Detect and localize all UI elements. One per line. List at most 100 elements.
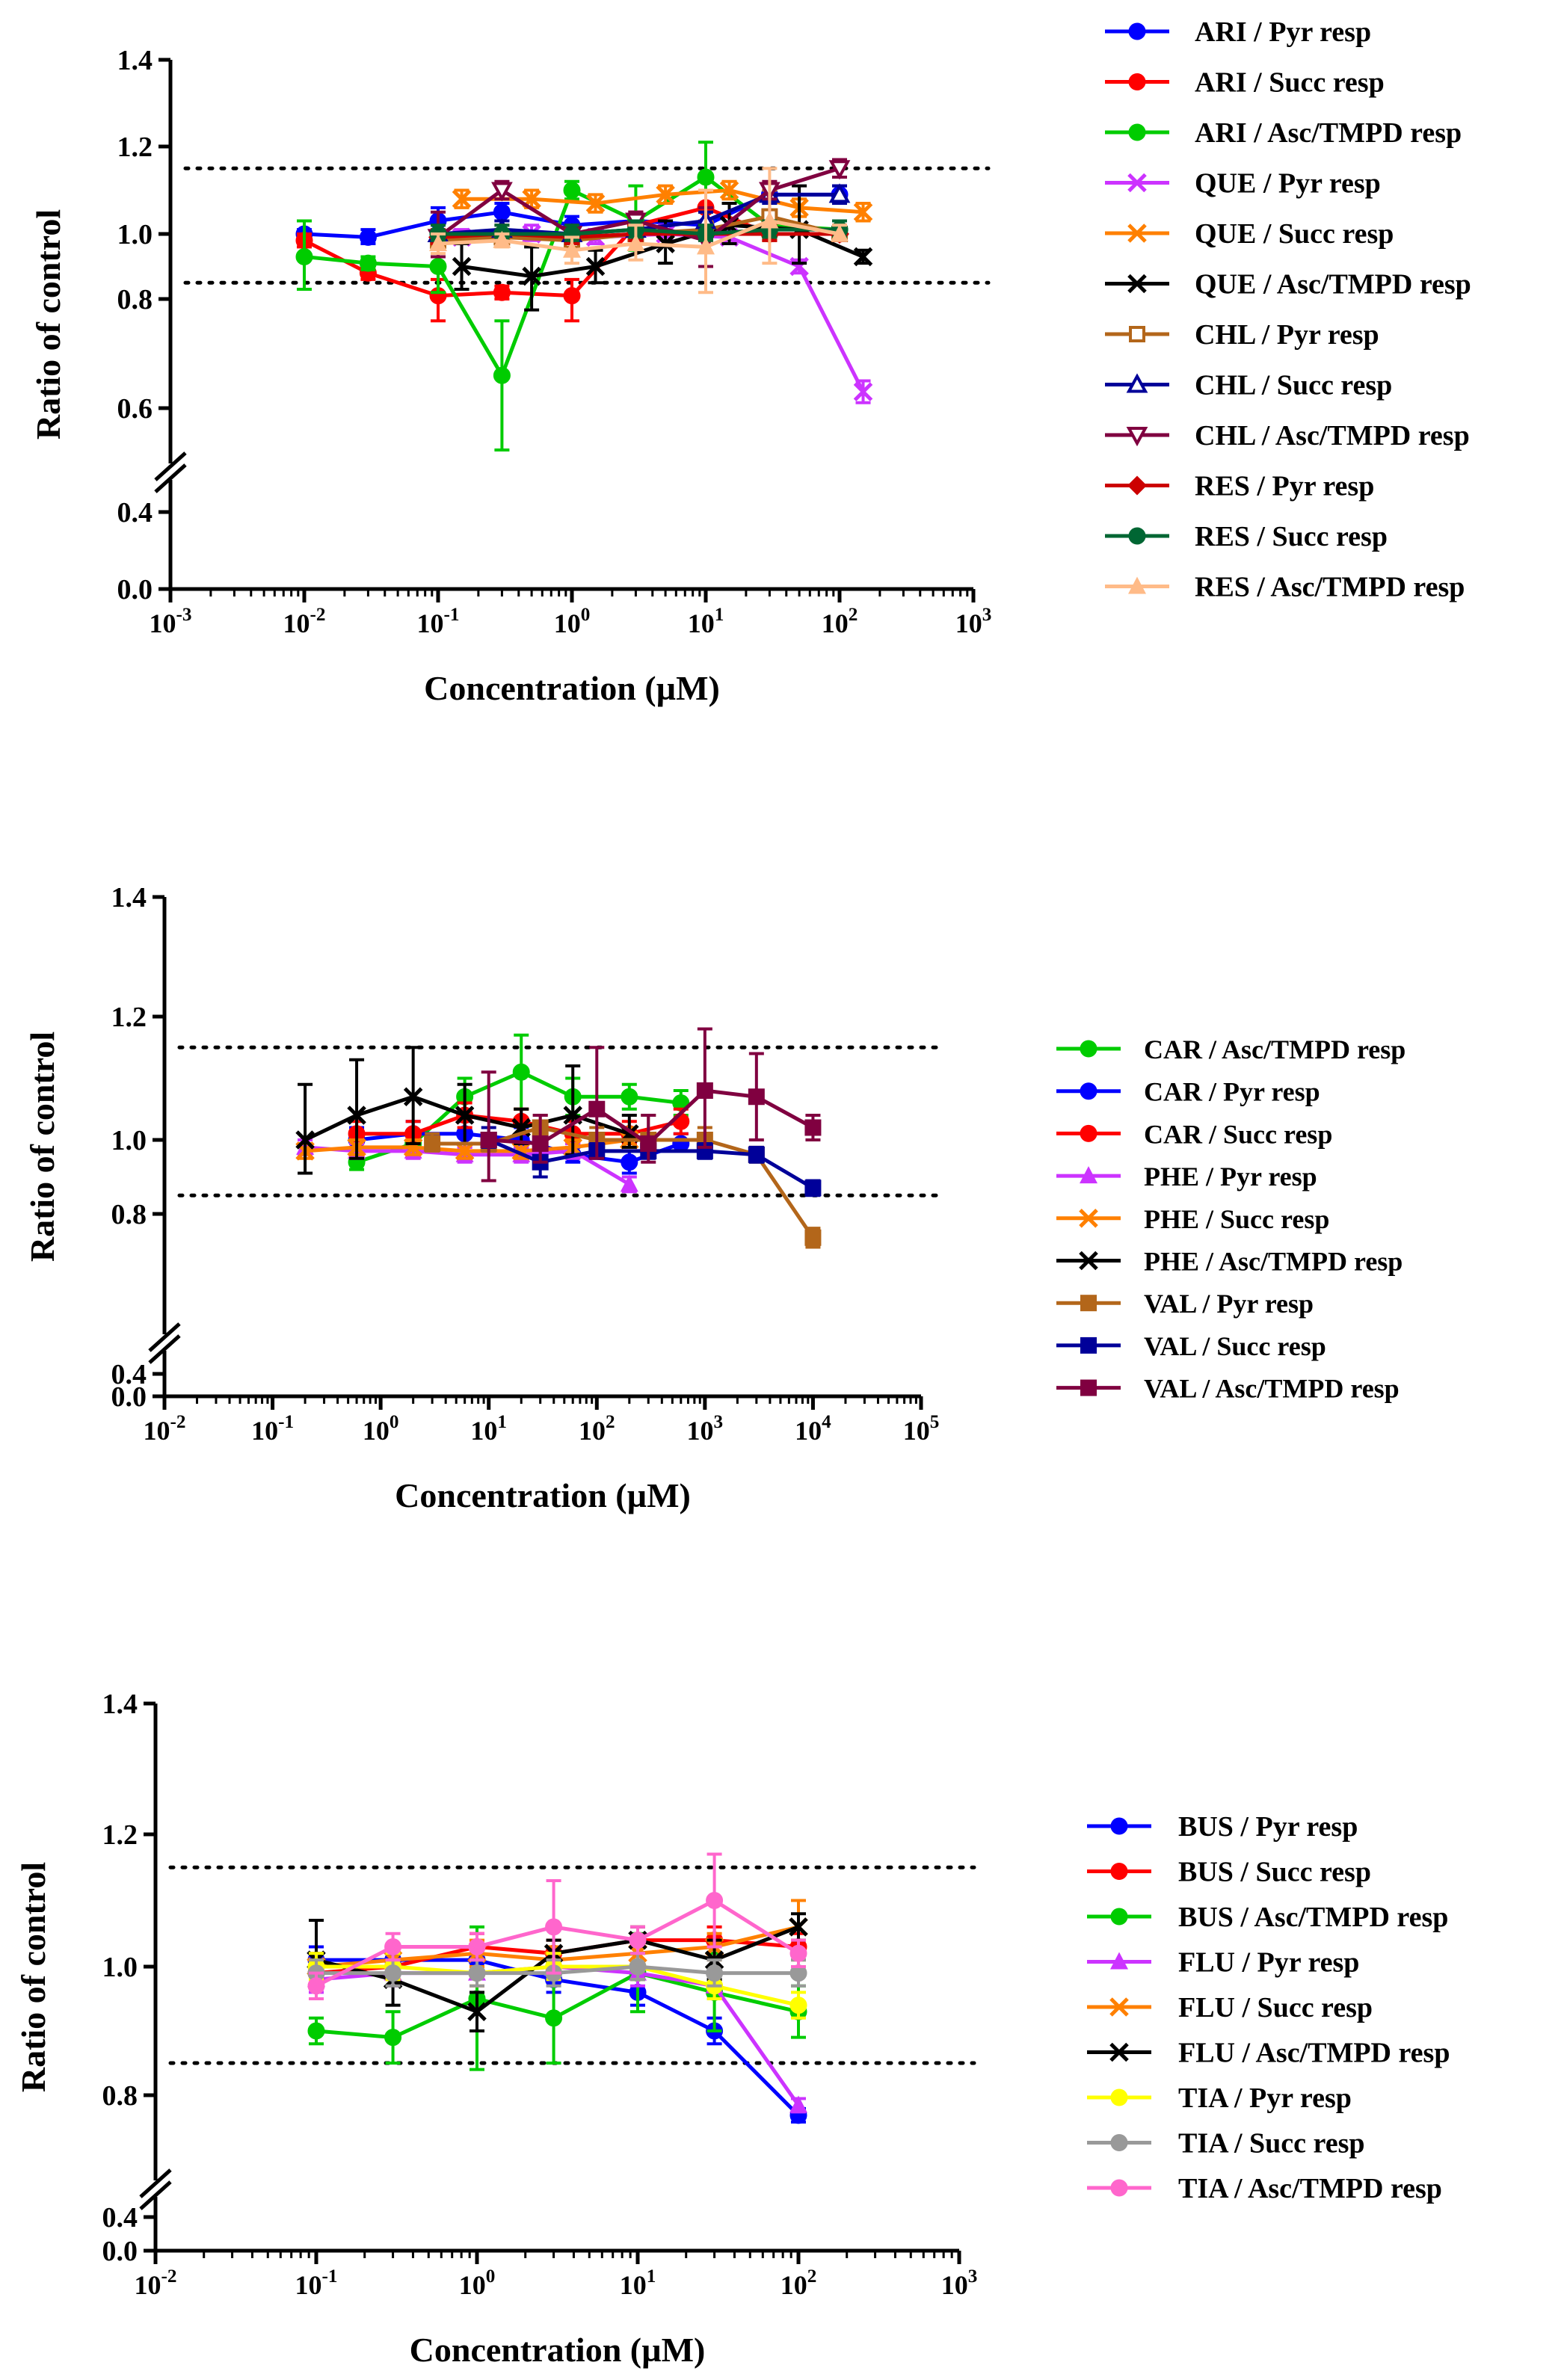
legend-label: FLU / Pyr resp	[1178, 1947, 1359, 1979]
legend-label: ARI / Asc/TMPD resp	[1195, 117, 1462, 149]
x-axis-title: Concentration (µM)	[395, 1476, 691, 1514]
data-point	[491, 182, 513, 202]
x-tick-label: 10-1	[417, 605, 460, 638]
series-9	[307, 1852, 807, 2000]
data-point	[493, 366, 511, 384]
legend-label: VAL / Asc/TMPD resp	[1144, 1374, 1400, 1404]
axis-break-mark	[154, 451, 187, 481]
x-tick-label: 10-1	[251, 1412, 294, 1446]
legend-label: BUS / Asc/TMPD resp	[1178, 1902, 1448, 1933]
data-point	[621, 1088, 638, 1106]
data-point	[585, 194, 606, 213]
y-tick-label: 1.2	[117, 132, 153, 163]
x-tick-label: 100	[459, 2266, 496, 2300]
legend-marker	[1110, 1908, 1128, 1926]
legend-label: TIA / Asc/TMPD resp	[1178, 2173, 1442, 2204]
x-tick-label: 10-2	[135, 2266, 177, 2300]
y-axis-title: Ratio of control	[29, 209, 67, 440]
legend-label: CAR / Succ resp	[1144, 1119, 1332, 1149]
data-point	[512, 1063, 530, 1081]
legend-label: QUE / Succ resp	[1195, 218, 1394, 250]
series-line	[461, 232, 865, 393]
legend-label: ARI / Pyr resp	[1195, 16, 1371, 48]
y-tick-label: 1.4	[102, 1689, 138, 1720]
x-tick-label: 102	[822, 605, 858, 638]
legend-label: RES / Asc/TMPD resp	[1195, 572, 1465, 603]
legend-label: CAR / Pyr resp	[1144, 1077, 1320, 1107]
data-point	[452, 189, 472, 209]
legend-label: CHL / Succ resp	[1195, 370, 1392, 401]
y-axis-title: Ratio of control	[23, 1032, 61, 1262]
axis-break-mark	[148, 1322, 181, 1352]
data-point	[789, 256, 809, 277]
legend-marker	[1110, 1817, 1128, 1835]
data-point	[532, 1135, 549, 1152]
y-tick-label: 0.4	[111, 1359, 147, 1390]
data-point	[853, 382, 873, 401]
data-point	[804, 1119, 822, 1136]
data-point	[626, 234, 645, 252]
legend-marker	[1110, 2179, 1128, 2197]
legend-marker	[1080, 1040, 1097, 1058]
x-tick-label: 105	[903, 1412, 940, 1446]
legend-label: RES / Succ resp	[1195, 521, 1388, 552]
legend-label: ARI / Succ resp	[1195, 67, 1385, 99]
legend-marker	[1128, 73, 1146, 90]
y-tick-label: 1.4	[117, 45, 153, 76]
y-tick-label: 0.8	[117, 284, 153, 315]
data-point	[403, 1087, 423, 1107]
legend-label: PHE / Pyr resp	[1144, 1162, 1317, 1191]
legend-marker	[1110, 1863, 1128, 1880]
data-point	[563, 287, 581, 305]
data-point	[307, 1977, 325, 1995]
legend-marker	[1080, 1295, 1097, 1312]
y-tick-label: 0.0	[117, 574, 153, 605]
legend-marker	[1126, 427, 1148, 447]
legend-label: QUE / Asc/TMPD resp	[1195, 269, 1471, 300]
legend-label: BUS / Pyr resp	[1178, 1811, 1358, 1843]
legend: ARI / Pyr resp ARI / Succ resp ARI / Asc/T…	[1105, 16, 1471, 603]
legend-marker	[1109, 2042, 1129, 2062]
data-point	[804, 1180, 822, 1197]
legend-label: CHL / Asc/TMPD resp	[1195, 420, 1470, 451]
data-point	[522, 266, 541, 286]
x-tick-label: 100	[554, 605, 591, 638]
data-point	[468, 1964, 486, 1982]
y-tick-label: 0.6	[117, 393, 153, 425]
data-point	[429, 234, 447, 252]
x-tick-label: 102	[781, 2266, 817, 2300]
data-point	[384, 1937, 402, 1955]
data-point	[656, 185, 675, 205]
data-point	[429, 258, 447, 275]
data-point	[853, 202, 873, 222]
y-tick-label: 1.0	[117, 219, 153, 250]
data-point	[719, 180, 739, 200]
legend-label: PHE / Asc/TMPD resp	[1144, 1247, 1403, 1277]
data-point	[467, 2002, 487, 2021]
legend-marker	[1079, 1209, 1098, 1228]
axis-break-mark	[148, 1334, 181, 1364]
y-tick-label: 1.0	[102, 1952, 138, 1983]
legend-label: PHE / Succ resp	[1144, 1204, 1329, 1234]
series-4	[452, 223, 873, 404]
x-tick-label: 10-2	[283, 605, 326, 638]
x-tick-label: 104	[795, 1412, 831, 1446]
legend-marker	[1110, 1952, 1128, 1970]
x-tick-label: 103	[941, 2266, 978, 2300]
y-tick-label: 0.0	[111, 1381, 147, 1413]
data-point	[493, 230, 511, 248]
legend: BUS / Pyr resp BUS / Succ resp BUS / Asc/T…	[1087, 1811, 1450, 2204]
data-point	[384, 2029, 402, 2047]
legend-marker	[1110, 2134, 1128, 2151]
legend-marker	[1128, 576, 1146, 594]
legend-marker	[1126, 373, 1148, 393]
chart-panel-2: 0.00.4 0.8 1.0 1.2 1.4 10-2 10-1 100 101 102 103 10…	[23, 882, 1406, 1514]
data-point	[545, 2009, 563, 2027]
legend-marker	[1080, 1337, 1097, 1354]
data-point	[493, 203, 511, 221]
data-point	[760, 211, 779, 229]
legend-label: BUS / Succ resp	[1178, 1857, 1371, 1888]
x-axis-title: Concentration (µM)	[424, 669, 720, 707]
data-point	[455, 1141, 475, 1161]
data-point	[696, 1082, 713, 1099]
